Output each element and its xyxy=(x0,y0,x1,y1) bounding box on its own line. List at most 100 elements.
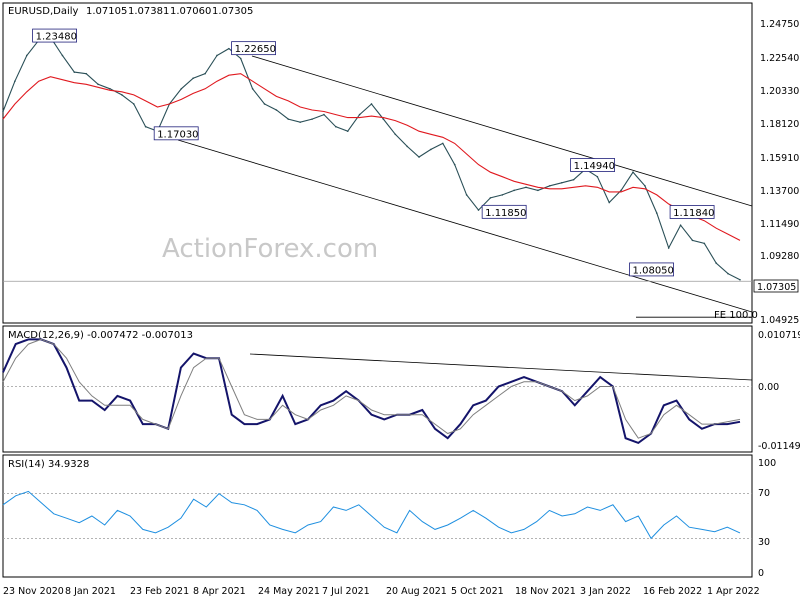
x-tick: 5 Oct 2021 xyxy=(451,586,504,597)
ohlc-high: 1.07381 xyxy=(128,6,169,17)
price-annotation: 1.23480 xyxy=(32,28,77,43)
price-point xyxy=(537,189,539,192)
annotation-box xyxy=(570,158,615,172)
macd-series-layer xyxy=(2,338,752,445)
macd-title: MACD(12,26,9) -0.007472 -0.007013 xyxy=(8,330,193,341)
channel-upper-line xyxy=(251,55,753,207)
price-point xyxy=(418,156,420,158)
price-point xyxy=(14,80,16,83)
price-point xyxy=(73,71,76,73)
price-point xyxy=(572,178,575,181)
price-point xyxy=(727,272,729,275)
price-annotation: 1.17030 xyxy=(153,126,199,141)
price-point xyxy=(228,47,230,50)
price-point xyxy=(109,88,111,90)
x-tick: 20 Aug 2021 xyxy=(386,586,447,597)
x-tick: 1 Apr 2022 xyxy=(707,586,760,597)
price-point xyxy=(596,175,599,178)
current-price-label: 1.07305 xyxy=(757,282,796,293)
x-tick: 23 Nov 2020 xyxy=(3,586,64,597)
price-point xyxy=(608,201,611,204)
rsi-tick: 30 xyxy=(758,537,770,548)
price-point xyxy=(560,181,563,184)
price-point xyxy=(204,72,206,75)
price-tick: 1.15910 xyxy=(760,153,799,164)
price-point xyxy=(644,185,646,187)
price-annotation: 1.22650 xyxy=(231,41,276,55)
ohlc-low: 1.07060 xyxy=(170,6,211,17)
price-point xyxy=(489,197,492,199)
price-tick: 1.24750 xyxy=(760,19,799,30)
price-point xyxy=(144,125,147,128)
price-point xyxy=(25,54,28,57)
macd-trend-line xyxy=(249,353,753,381)
price-y-axis: 1.24750 1.22540 1.20330 1.18120 1.15910 … xyxy=(753,19,799,326)
price-tick: 1.11490 xyxy=(760,219,799,230)
rsi-tick: 70 xyxy=(758,488,770,499)
price-tick: 1.09280 xyxy=(760,251,799,262)
x-tick: 24 May 2021 xyxy=(258,586,320,597)
current-price-box xyxy=(753,279,799,293)
price-point xyxy=(370,103,373,105)
macd-panel xyxy=(2,325,753,453)
symbol-label: EURUSD,Daily xyxy=(8,6,79,17)
price-annotation: 1.11850 xyxy=(481,204,527,219)
annotation-label: 1.23480 xyxy=(36,32,77,43)
x-tick: 16 Feb 2022 xyxy=(643,586,702,597)
price-point xyxy=(739,278,741,281)
price-tick: 1.13700 xyxy=(760,186,799,197)
rsi-tick: 100 xyxy=(758,458,776,469)
price-point xyxy=(679,224,682,227)
annotation-label: 1.08050 xyxy=(633,265,674,276)
macd-tick: 0.010719 xyxy=(758,330,800,341)
rsi-title: RSI(14) 34.9328 xyxy=(8,459,89,470)
price-point xyxy=(121,94,123,96)
price-point xyxy=(358,113,361,116)
price-point xyxy=(394,133,397,136)
annotation-box xyxy=(669,205,715,219)
price-point xyxy=(382,118,385,120)
rsi-tick: 0 xyxy=(758,568,764,579)
price-point xyxy=(655,212,658,214)
price-point xyxy=(2,110,4,113)
price-tick: 1.18120 xyxy=(760,119,799,130)
annotation-label: 1.11850 xyxy=(485,208,526,219)
price-point xyxy=(691,239,694,242)
price-point xyxy=(335,125,337,128)
x-tick: 3 Jan 2022 xyxy=(580,586,631,597)
price-point xyxy=(501,194,504,196)
price-point xyxy=(667,247,670,249)
x-tick: 7 Jul 2021 xyxy=(322,586,370,597)
rsi-panel xyxy=(2,454,753,578)
price-point xyxy=(216,54,218,57)
price-annotation: 1.14940 xyxy=(570,158,615,172)
price-point xyxy=(311,118,313,120)
annotation-box xyxy=(481,204,527,219)
fe-label: FE 100.0 xyxy=(714,310,758,321)
annotation-label: 1.17030 xyxy=(157,129,198,140)
macd-tick: -0.011499 xyxy=(758,441,800,452)
rsi-line xyxy=(2,490,741,540)
annotation-box xyxy=(153,126,199,141)
x-tick: 8 Apr 2021 xyxy=(193,586,246,597)
price-point xyxy=(465,194,468,196)
price-point xyxy=(97,83,99,86)
price-point xyxy=(442,142,444,145)
price-tick: 1.04925 xyxy=(760,315,799,326)
price-point xyxy=(287,118,290,120)
channel-lower-line xyxy=(177,139,753,313)
macd-line xyxy=(2,338,741,445)
price-point xyxy=(85,72,88,75)
annotation-box xyxy=(629,262,674,277)
price-point xyxy=(239,57,242,60)
x-tick: 8 Jan 2021 xyxy=(65,586,116,597)
price-point xyxy=(346,130,349,133)
price-point xyxy=(251,88,254,90)
price-series-layer xyxy=(2,36,752,318)
annotation-label: 1.14940 xyxy=(574,161,615,172)
price-point xyxy=(263,103,266,105)
price-panel xyxy=(2,2,753,324)
x-axis: 23 Nov 2020 8 Jan 2021 23 Feb 2021 8 Apr… xyxy=(3,586,760,597)
price-annotation: 1.11840 xyxy=(669,205,715,219)
